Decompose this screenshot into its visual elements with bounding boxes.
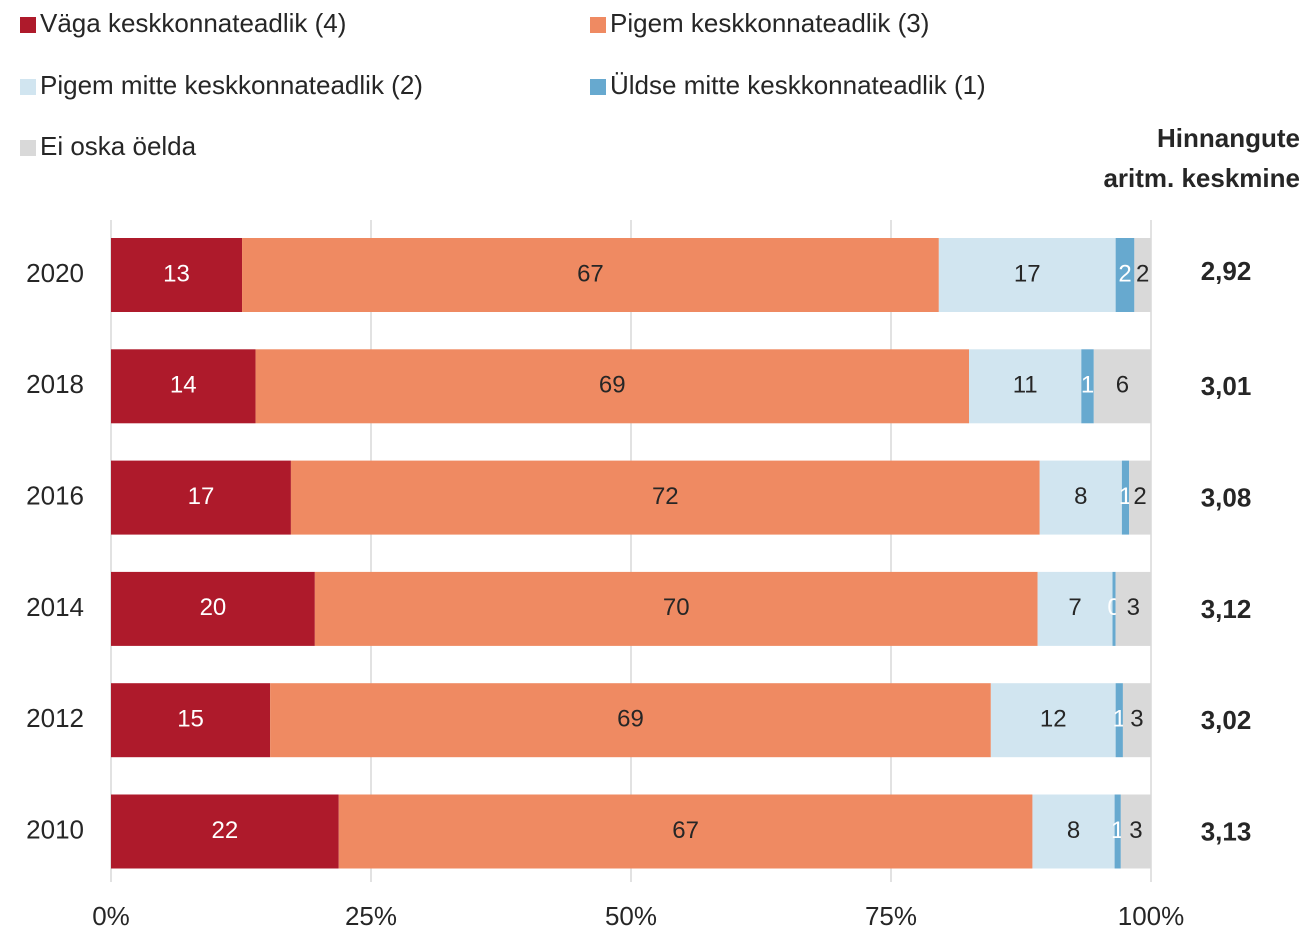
value-label: 3 [1130, 706, 1143, 733]
bar-segment [290, 460, 1040, 535]
legend-label: Pigem keskkonnateadlik (3) [610, 8, 929, 38]
x-tick-label: 0% [92, 901, 130, 931]
legend-label: Üldse mitte keskkonnateadlik (1) [610, 70, 986, 100]
value-label: 70 [663, 594, 690, 621]
x-tick-label: 75% [865, 901, 917, 931]
mean-value: 3,02 [1201, 705, 1252, 735]
bar-segment [338, 794, 1033, 869]
value-label: 1 [1081, 372, 1094, 399]
bar-segment [1134, 238, 1151, 312]
bar-segment [990, 683, 1116, 758]
mean-title: aritm. keskmine [1103, 163, 1300, 193]
bar-segment [111, 460, 291, 535]
y-tick-label: 2014 [26, 592, 84, 622]
value-label: 67 [577, 260, 604, 287]
value-label: 17 [1014, 260, 1041, 287]
bar-segment [270, 683, 991, 758]
value-label: 11 [1013, 372, 1038, 399]
bar-segment [242, 238, 939, 312]
value-label: 2 [1133, 483, 1146, 510]
y-tick-label: 2018 [26, 369, 84, 399]
value-label: 7 [1068, 594, 1081, 621]
y-tick-label: 2016 [26, 480, 84, 510]
bar-segment [111, 794, 339, 869]
mean-title: Hinnangute [1157, 123, 1300, 153]
value-label: 1 [1119, 483, 1132, 510]
bar-segment [111, 571, 315, 646]
bar-segment [1120, 794, 1151, 869]
y-tick-label: 2020 [26, 258, 84, 288]
value-label: 12 [1040, 706, 1067, 733]
bar-segment [1032, 794, 1115, 869]
legend-label: Väga keskkonnateadlik (4) [40, 8, 346, 38]
y-tick-label: 2012 [26, 703, 84, 733]
value-label: 2 [1118, 260, 1131, 287]
legend-swatch [20, 79, 36, 95]
value-label: 3 [1127, 594, 1140, 621]
value-label: 8 [1074, 483, 1087, 510]
bar-segment [1115, 238, 1135, 312]
bar-segment [1115, 683, 1123, 758]
mean-value: 3,13 [1201, 816, 1252, 846]
bar-segment [1039, 460, 1122, 535]
bar-segment [1115, 571, 1151, 646]
bar-segment [111, 683, 271, 758]
legend-swatch [20, 140, 36, 156]
bar-segment [969, 349, 1082, 424]
bar-segment [1121, 460, 1130, 535]
legend-swatch [20, 17, 36, 33]
mean-value: 3,08 [1201, 482, 1252, 512]
bar-segment [1081, 349, 1094, 424]
value-label: 3 [1129, 817, 1142, 844]
x-tick-label: 100% [1118, 901, 1185, 931]
x-tick-label: 25% [345, 901, 397, 931]
legend-swatch [590, 17, 606, 33]
mean-value: 3,12 [1201, 594, 1252, 624]
bar-segment [938, 238, 1116, 312]
bar-segment [111, 349, 256, 424]
bar-segment [1129, 460, 1151, 535]
bar-segment [1112, 571, 1116, 646]
bar-segment [255, 349, 969, 424]
value-label: 22 [212, 817, 239, 844]
legend-label: Pigem mitte keskkonnateadlik (2) [40, 70, 423, 100]
value-label: 20 [200, 594, 227, 621]
value-label: 6 [1116, 372, 1129, 399]
value-label: 69 [599, 372, 626, 399]
legend-label: Ei oska öelda [40, 131, 197, 161]
bar-segment [1122, 683, 1151, 758]
mean-value: 2,92 [1201, 256, 1252, 286]
value-label: 13 [163, 260, 190, 287]
bar-segment [314, 571, 1038, 646]
x-tick-label: 50% [605, 901, 657, 931]
value-label: 72 [652, 483, 679, 510]
value-label: 8 [1067, 817, 1080, 844]
mean-value: 3,01 [1201, 371, 1252, 401]
bar-segment [111, 238, 243, 312]
bar-segment [1037, 571, 1113, 646]
value-label: 17 [188, 483, 215, 510]
value-label: 2 [1136, 260, 1149, 287]
bar-segment [1093, 349, 1151, 424]
value-label: 67 [672, 817, 699, 844]
legend-swatch [590, 79, 606, 95]
value-label: 69 [617, 706, 644, 733]
bar-segment [1114, 794, 1121, 869]
y-tick-label: 2010 [26, 814, 84, 844]
value-label: 1 [1113, 706, 1126, 733]
value-label: 14 [170, 372, 197, 399]
value-label: 15 [177, 706, 204, 733]
